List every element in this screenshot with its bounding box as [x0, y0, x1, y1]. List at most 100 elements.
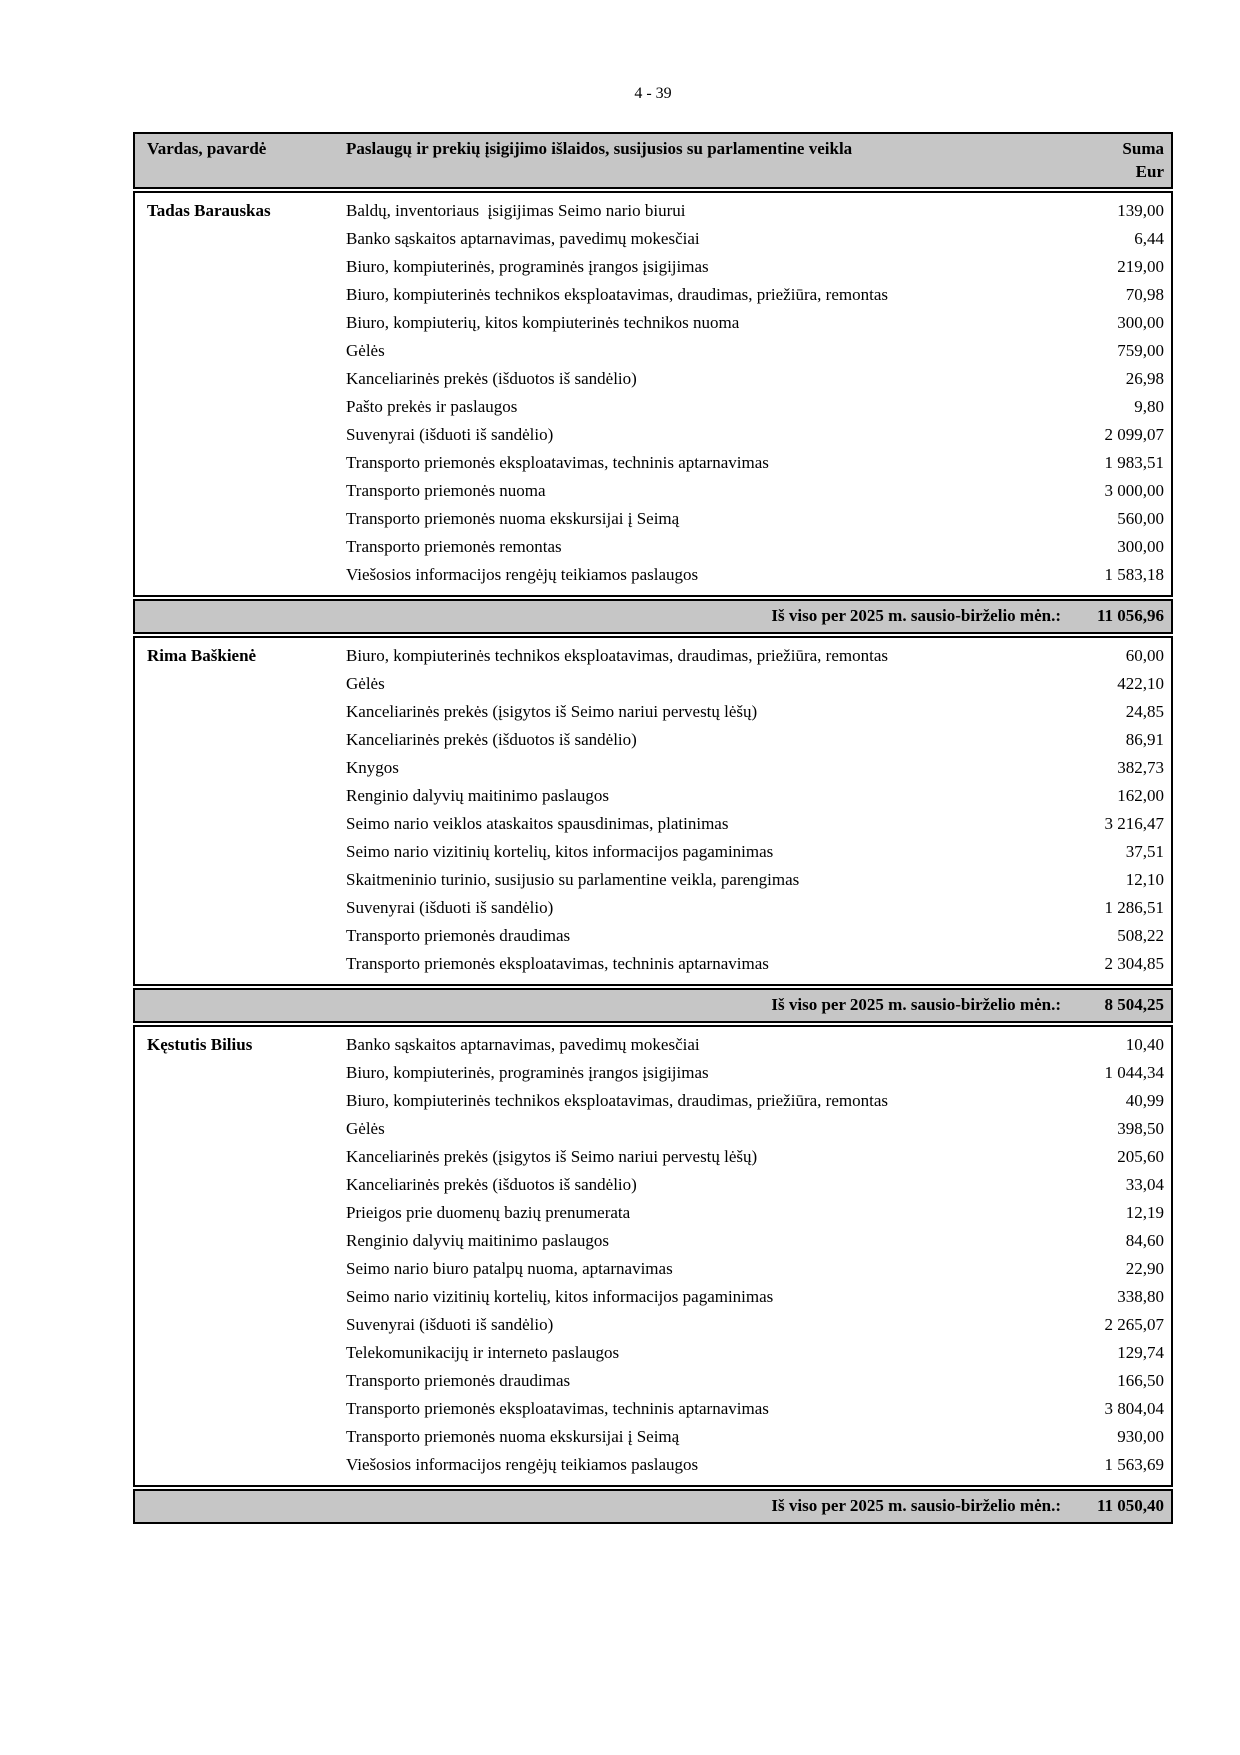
expense-sum: 1 583,18: [1104, 565, 1165, 584]
expense-row: Gėlės 759,00: [135, 337, 1171, 365]
member-name: [135, 1255, 340, 1283]
member-name: [135, 726, 340, 754]
expense-item: Kanceliarinės prekės (išduotos iš sandėl…: [346, 730, 637, 749]
expense-sum: 33,04: [1125, 1175, 1164, 1194]
expense-row: Kanceliarinės prekės (įsigytos iš Seimo …: [135, 698, 1171, 726]
expense-row: Telekomunikacijų ir interneto paslaugos 1…: [135, 1339, 1171, 1367]
member-name: [135, 1339, 340, 1367]
expense-item: Suvenyrai (išduoti iš sandėlio): [346, 898, 554, 917]
expense-sum: 6,44: [1134, 229, 1164, 248]
member-name: [135, 1059, 340, 1087]
expense-row: Kanceliarinės prekės (įsigytos iš Seimo …: [135, 1143, 1171, 1171]
column-header-name: Vardas, pavardė: [147, 139, 267, 158]
expense-item: Biuro, kompiuterinės technikos eksploata…: [346, 646, 888, 665]
member-block: Rima Baškienė Biuro, kompiuterinės techni…: [133, 636, 1173, 986]
expense-row: Seimo nario vizitinių kortelių, kitos in…: [135, 1283, 1171, 1311]
expense-sum: 2 304,85: [1104, 954, 1165, 973]
expense-row: Seimo nario vizitinių kortelių, kitos in…: [135, 838, 1171, 866]
table-header-row: Vardas, pavardė Paslaugų ir prekių įsigi…: [133, 132, 1173, 189]
expense-sum: 2 099,07: [1104, 425, 1165, 444]
total-label: Iš viso per 2025 m. sausio-birželio mėn.…: [771, 606, 1061, 625]
expense-sum: 9,80: [1134, 397, 1164, 416]
expense-item: Knygos: [346, 758, 399, 777]
member-name: [135, 1451, 340, 1479]
expense-row: Transporto priemonės draudimas 508,22: [135, 922, 1171, 950]
member-name: [135, 253, 340, 281]
expense-item: Gėlės: [346, 1119, 385, 1138]
expense-sum: 70,98: [1125, 285, 1164, 304]
expense-item: Prieigos prie duomenų bazių prenumerata: [346, 1203, 631, 1222]
expense-row: Transporto priemonės remontas 300,00: [135, 533, 1171, 561]
expense-row: Viešosios informacijos rengėjų teikiamos…: [135, 561, 1171, 589]
expense-item: Gėlės: [346, 674, 385, 693]
expense-item: Biuro, kompiuterinės technikos eksploata…: [346, 285, 888, 304]
expense-sum: 300,00: [1117, 537, 1164, 556]
expense-item: Gėlės: [346, 341, 385, 360]
member-name: [135, 449, 340, 477]
member-name: [135, 1283, 340, 1311]
expense-item: Kanceliarinės prekės (išduotos iš sandėl…: [346, 369, 637, 388]
expense-row: Transporto priemonės nuoma 3 000,00: [135, 477, 1171, 505]
expense-sum: 129,74: [1117, 1343, 1164, 1362]
expense-row: Kanceliarinės prekės (išduotos iš sandėl…: [135, 1171, 1171, 1199]
expense-sum: 1 286,51: [1104, 898, 1165, 917]
expense-item: Banko sąskaitos aptarnavimas, pavedimų m…: [346, 229, 700, 248]
expense-item: Suvenyrai (išduoti iš sandėlio): [346, 425, 554, 444]
expense-item: Suvenyrai (išduoti iš sandėlio): [346, 1315, 554, 1334]
expense-sum: 398,50: [1117, 1119, 1164, 1138]
member-name: [135, 281, 340, 309]
member-name: [135, 477, 340, 505]
expense-row: Kanceliarinės prekės (išduotos iš sandėl…: [135, 365, 1171, 393]
expense-item: Transporto priemonės nuoma ekskursijai į…: [346, 1427, 680, 1446]
expense-row: Suvenyrai (išduoti iš sandėlio) 2 265,07: [135, 1311, 1171, 1339]
expense-item: Renginio dalyvių maitinimo paslaugos: [346, 1231, 610, 1250]
expense-sum: 2 265,07: [1104, 1315, 1165, 1334]
member-name: [135, 1087, 340, 1115]
expense-row: Renginio dalyvių maitinimo paslaugos 84,6…: [135, 1227, 1171, 1255]
member-name: [135, 309, 340, 337]
column-header-sum-line2: Eur: [1135, 162, 1164, 181]
column-header-expenses: Paslaugų ir prekių įsigijimo išlaidos, s…: [346, 139, 853, 158]
expense-row: Transporto priemonės draudimas 166,50: [135, 1367, 1171, 1395]
expense-sum: 3 216,47: [1104, 814, 1165, 833]
expense-sum: 1 563,69: [1104, 1455, 1165, 1474]
expense-sum: 422,10: [1117, 674, 1164, 693]
expense-sum: 382,73: [1117, 758, 1164, 777]
expense-item: Pašto prekės ir paslaugos: [346, 397, 518, 416]
expense-row: Biuro, kompiuterinės technikos eksploata…: [135, 1087, 1171, 1115]
expense-item: Seimo nario vizitinių kortelių, kitos in…: [346, 842, 774, 861]
member-name: [135, 894, 340, 922]
expense-sum: 300,00: [1117, 313, 1164, 332]
expense-sum: 84,60: [1125, 1231, 1164, 1250]
member-name: [135, 337, 340, 365]
expense-item: Kanceliarinės prekės (išduotos iš sandėl…: [346, 1175, 637, 1194]
expense-item: Kanceliarinės prekės (įsigytos iš Seimo …: [346, 702, 758, 721]
total-label: Iš viso per 2025 m. sausio-birželio mėn.…: [771, 1496, 1061, 1515]
expense-sum: 205,60: [1117, 1147, 1164, 1166]
member-name: [135, 1227, 340, 1255]
expense-row: Suvenyrai (išduoti iš sandėlio) 2 099,07: [135, 421, 1171, 449]
expense-sum: 508,22: [1117, 926, 1164, 945]
expense-item: Viešosios informacijos rengėjų teikiamos…: [346, 565, 699, 584]
expense-item: Renginio dalyvių maitinimo paslaugos: [346, 786, 610, 805]
expense-sum: 26,98: [1125, 369, 1164, 388]
expense-row: Viešosios informacijos rengėjų teikiamos…: [135, 1451, 1171, 1479]
expense-item: Transporto priemonės draudimas: [346, 1371, 571, 1390]
expense-row: Biuro, kompiuterinės, programinės įrango…: [135, 1059, 1171, 1087]
expense-sum: 3 000,00: [1104, 481, 1165, 500]
expense-row: Pašto prekės ir paslaugos 9,80: [135, 393, 1171, 421]
expense-item: Telekomunikacijų ir interneto paslaugos: [346, 1343, 620, 1362]
expense-item: Transporto priemonės remontas: [346, 537, 562, 556]
total-value: 11 056,96: [1096, 606, 1164, 625]
member-block: Kęstutis Bilius Banko sąskaitos aptarnavi…: [133, 1025, 1173, 1487]
expense-item: Skaitmeninio turinio, susijusio su parla…: [346, 870, 800, 889]
expense-row: Biuro, kompiuterinės technikos eksploata…: [135, 281, 1171, 309]
expense-sum: 338,80: [1117, 1287, 1164, 1306]
expense-row: Transporto priemonės eksploatavimas, tec…: [135, 950, 1171, 978]
expense-sum: 166,50: [1117, 1371, 1164, 1390]
member-name: [135, 866, 340, 894]
member-name: [135, 1115, 340, 1143]
total-row: Iš viso per 2025 m. sausio-birželio mėn.…: [133, 988, 1173, 1023]
member-name: [135, 1171, 340, 1199]
expense-row: Renginio dalyvių maitinimo paslaugos 162,…: [135, 782, 1171, 810]
